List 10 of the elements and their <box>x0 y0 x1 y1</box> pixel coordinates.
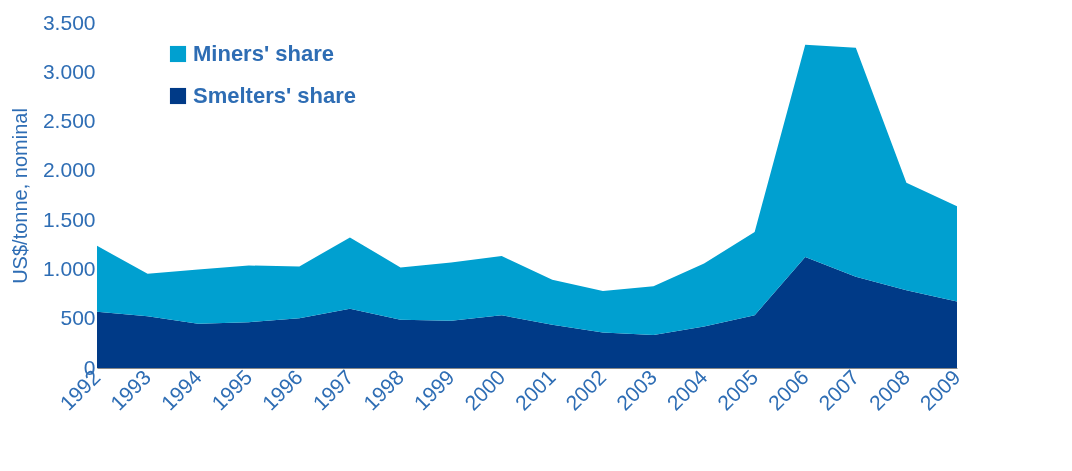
y-tick-label: 3.500 <box>42 10 96 34</box>
y-tick-label: 1.500 <box>42 207 96 231</box>
y-tick-label: 3.000 <box>42 59 96 83</box>
legend-label: Smelters' share <box>193 83 356 108</box>
legend-label: Miners' share <box>193 41 334 66</box>
y-tick-label: 2.000 <box>42 158 96 182</box>
y-tick-label: 2.500 <box>42 109 96 133</box>
y-tick-label: 1.000 <box>42 256 96 280</box>
y-tick-label: 500 <box>60 306 96 330</box>
y-axis-title: US$/tonne, nominal <box>8 108 31 284</box>
